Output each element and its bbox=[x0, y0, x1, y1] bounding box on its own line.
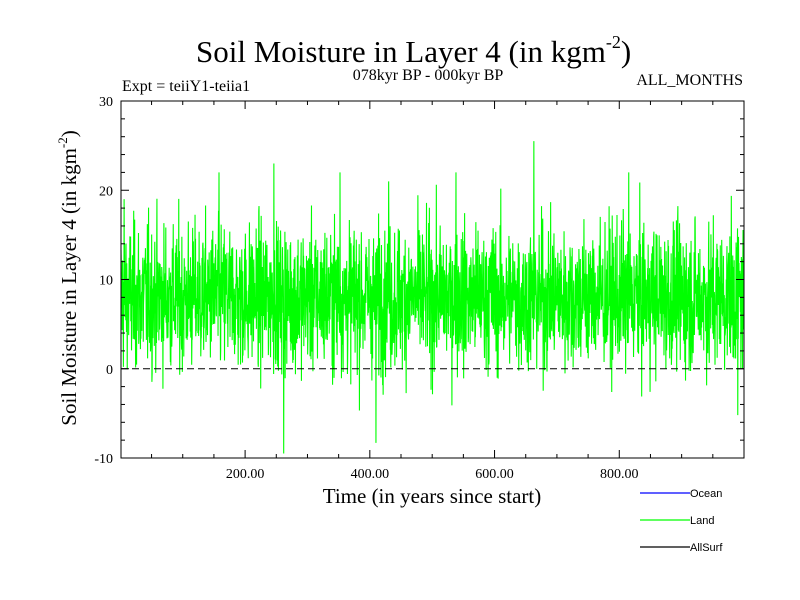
y-tick-label: 10 bbox=[99, 274, 113, 289]
y-tick-label: -10 bbox=[94, 452, 113, 467]
y-tick-label: 20 bbox=[99, 184, 113, 199]
legend-label-ocean: Ocean bbox=[690, 488, 722, 500]
x-tick-label: 400.00 bbox=[351, 467, 390, 482]
y-tick-label: 0 bbox=[106, 363, 113, 378]
x-axis-label: Time (in years since start) bbox=[323, 484, 542, 508]
legend-label-allsurf: AllSurf bbox=[690, 542, 723, 554]
legend-label-land: Land bbox=[690, 515, 714, 527]
series-line-land bbox=[120, 141, 745, 454]
x-tick-label: 600.00 bbox=[475, 467, 514, 482]
subtitle-left: Expt = teiiY1-teiia1 bbox=[122, 78, 250, 95]
y-tick-label: 30 bbox=[99, 95, 113, 110]
axes-layer: 200.00 400.00 600.00 800.00 -10 0 10 20 30 bbox=[94, 95, 745, 482]
x-tick-label: 200.00 bbox=[226, 467, 265, 482]
legend: Ocean Land AllSurf bbox=[640, 488, 723, 554]
subtitle-right: ALL_MONTHS bbox=[636, 72, 743, 89]
y-axis-label: Soil Moisture in Layer 4 (in kgm-2) bbox=[55, 130, 81, 425]
series-layer bbox=[120, 141, 745, 454]
chart-title: Soil Moisture in Layer 4 (in kgm-2) bbox=[196, 32, 631, 69]
subtitle-center: 078kyr BP - 000kyr BP bbox=[353, 67, 504, 84]
x-tick-label: 800.00 bbox=[600, 467, 639, 482]
